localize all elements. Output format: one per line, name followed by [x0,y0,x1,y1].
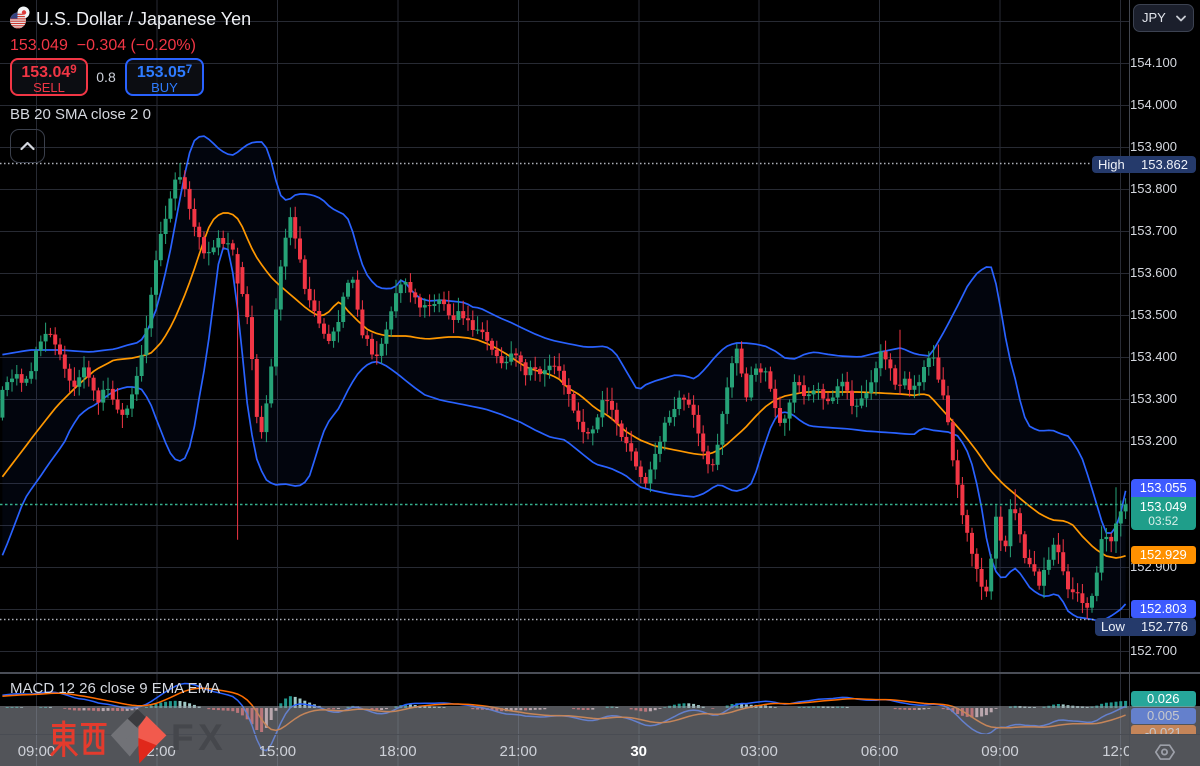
svg-text:FX: FX [171,717,227,758]
